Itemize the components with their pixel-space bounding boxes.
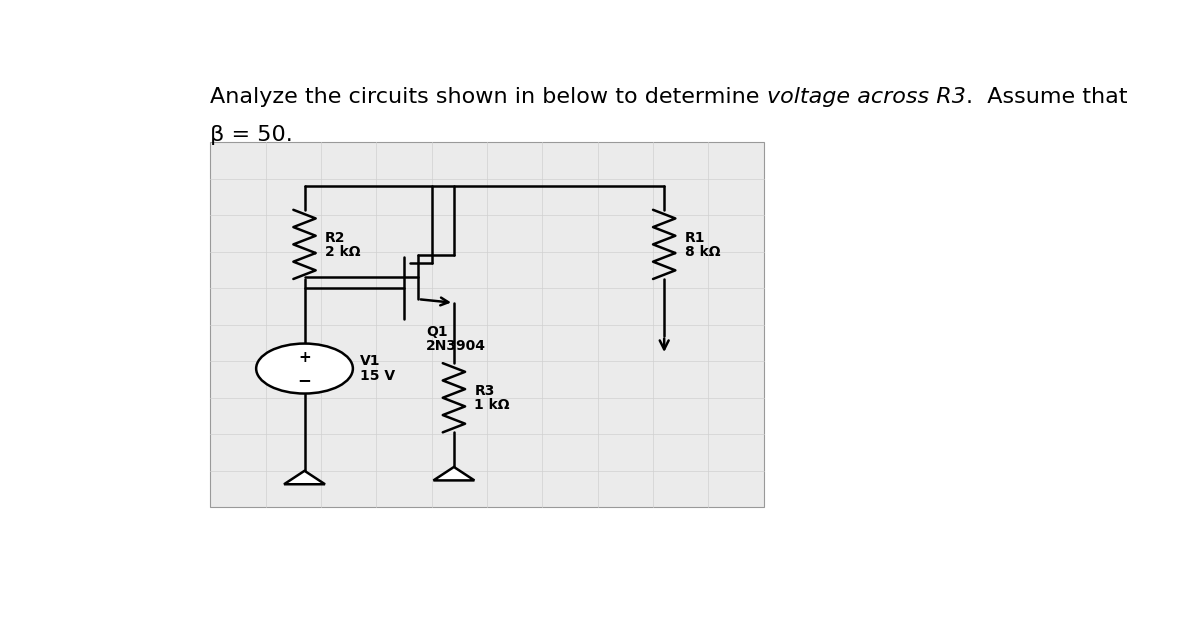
Text: 8 kΩ: 8 kΩ bbox=[685, 245, 720, 259]
Text: R1: R1 bbox=[685, 231, 706, 245]
Text: R3: R3 bbox=[474, 384, 494, 398]
Text: Analyze the circuits shown in below to determine: Analyze the circuits shown in below to d… bbox=[210, 87, 767, 107]
Circle shape bbox=[256, 344, 353, 394]
Text: −: − bbox=[298, 371, 312, 389]
Polygon shape bbox=[433, 467, 474, 480]
Text: V1: V1 bbox=[360, 354, 380, 368]
Text: 1 kΩ: 1 kΩ bbox=[474, 399, 510, 412]
Text: R2: R2 bbox=[325, 231, 346, 245]
Text: 2 kΩ: 2 kΩ bbox=[325, 245, 360, 259]
Text: Q1: Q1 bbox=[426, 324, 448, 339]
Text: 2N3904: 2N3904 bbox=[426, 339, 486, 353]
Text: +: + bbox=[298, 350, 311, 365]
Polygon shape bbox=[284, 470, 325, 484]
Text: 15 V: 15 V bbox=[360, 369, 396, 383]
Bar bbox=[210, 142, 763, 507]
Text: .  Assume that: . Assume that bbox=[966, 87, 1127, 107]
Text: voltage across R3: voltage across R3 bbox=[767, 87, 966, 107]
Text: β = 50.: β = 50. bbox=[210, 125, 293, 145]
